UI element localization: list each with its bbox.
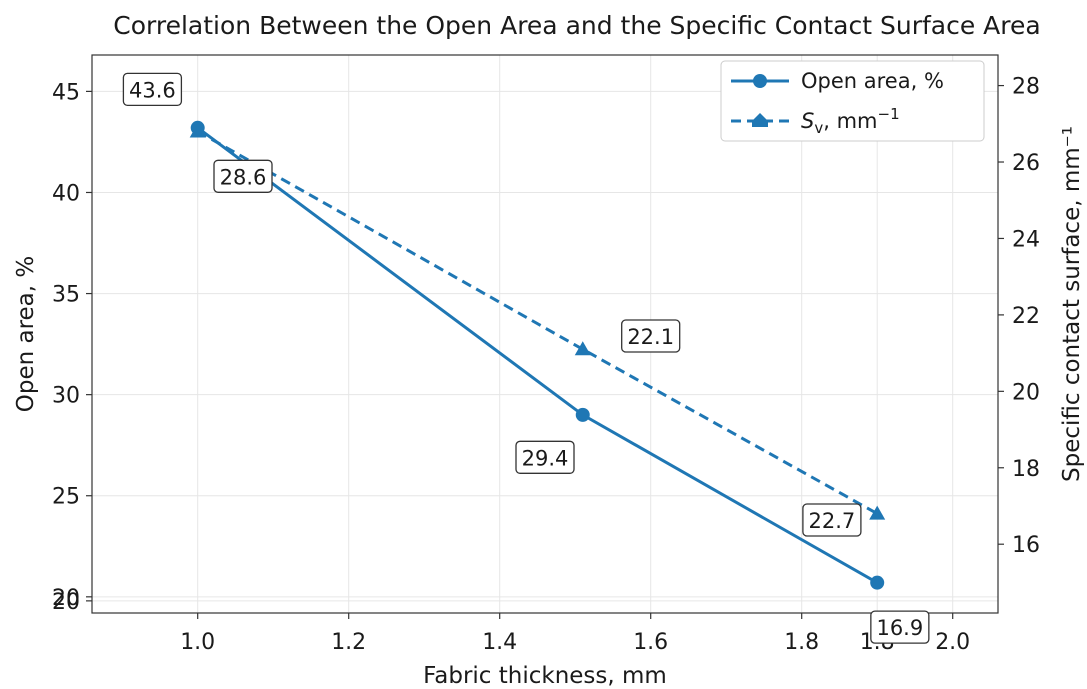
y-left-tick-label: 40 (52, 181, 80, 206)
x-axis-label: Fabric thickness, mm (423, 663, 667, 689)
data-label: 22.1 (627, 325, 674, 349)
y-axis-right: 16 18 20 22 24 26 28 (998, 75, 1040, 558)
series-line-1 (196, 130, 878, 515)
annotation-layer: 43.6 28.6 22.1 29.4 22.7 16.9 (122, 72, 930, 644)
series-0-point (575, 407, 590, 422)
legend-marker-sv (752, 113, 768, 127)
gridlines (92, 55, 998, 613)
data-label: 29.4 (522, 446, 569, 470)
y-right-tick-label: 24 (1012, 227, 1040, 252)
data-label-box (122, 72, 183, 107)
y-left-tick-label: 45 (52, 80, 80, 105)
y-right-tick-label: 22 (1012, 304, 1040, 329)
y-axis-right-label: Specific contact surface, mm⁻¹ (1059, 126, 1085, 482)
legend-sv-subscript: v (814, 119, 823, 137)
series-1-point (189, 123, 206, 138)
data-label: 16.9 (876, 616, 923, 640)
legend-sv-suffix: , mm (823, 109, 877, 133)
x-tick-label: 1.0 (180, 630, 215, 655)
data-label: 22.7 (809, 509, 856, 533)
legend-label-sv: Sv, mm−1 (801, 105, 900, 137)
legend-marker-open-area (753, 74, 767, 88)
y-right-tick-label: 28 (1012, 75, 1040, 100)
x-tick-label: 1.2 (331, 630, 366, 655)
x-tick-label: 2.0 (935, 630, 970, 655)
legend-sv-superscript: −1 (878, 105, 900, 123)
y-left-tick-label: 20 (52, 590, 80, 615)
series-layer (189, 120, 886, 590)
y-left-tick-label: 30 (52, 384, 80, 409)
x-axis: 1.01.21.41.61.81.82.0 (180, 613, 970, 655)
series-1-point (869, 505, 886, 520)
data-label-box (870, 610, 930, 644)
y-right-tick-label: 20 (1012, 380, 1040, 405)
y-left-tick-label: 35 (52, 283, 80, 308)
y-right-tick-label: 18 (1012, 457, 1040, 482)
data-label-box (621, 319, 681, 353)
x-tick-label: 1.6 (633, 630, 668, 655)
chart-title: Correlation Between the Open Area and th… (113, 11, 1040, 40)
series-1-point (574, 341, 591, 356)
data-label: 28.6 (220, 165, 267, 189)
data-label-box (515, 440, 575, 474)
y-axis-left-label: Open area, % (13, 256, 39, 413)
y-left-tick-label: 25 (52, 485, 80, 510)
series-line-0 (196, 126, 878, 585)
y-right-tick-label: 26 (1012, 151, 1040, 176)
legend-sv-symbol: S (801, 109, 814, 133)
data-label-box (213, 159, 273, 193)
data-label: 43.6 (129, 78, 176, 102)
y-left-tick-label: 20 (52, 586, 80, 611)
y-right-tick-label: 16 (1012, 533, 1040, 558)
series-0-point (870, 575, 885, 590)
x-tick-label: 1.4 (482, 630, 517, 655)
data-label-box (802, 503, 862, 537)
x-tick-label: 1.8 (784, 630, 819, 655)
legend: Open area, % Sv, mm−1 (720, 60, 985, 142)
legend-label-open-area: Open area, % (801, 69, 944, 93)
plot-area-frame (91, 54, 999, 614)
